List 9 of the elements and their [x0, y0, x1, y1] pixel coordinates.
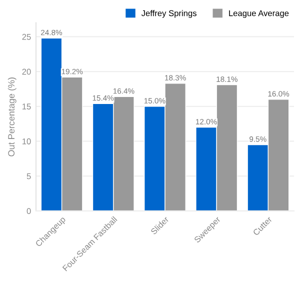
y-tick-label: 20	[22, 68, 31, 75]
y-axis-title: Out Percentage (%)	[8, 78, 16, 156]
legend-label: League Average	[229, 10, 289, 18]
y-tick-label: 0	[26, 208, 31, 214]
y-tick-label: 10	[22, 138, 31, 144]
y-tick-label: 5	[26, 173, 31, 180]
y-tick-label: 25	[22, 34, 31, 40]
y-tick-label: 15	[22, 104, 31, 110]
legend-label: Jeffrey Springs	[141, 10, 196, 18]
